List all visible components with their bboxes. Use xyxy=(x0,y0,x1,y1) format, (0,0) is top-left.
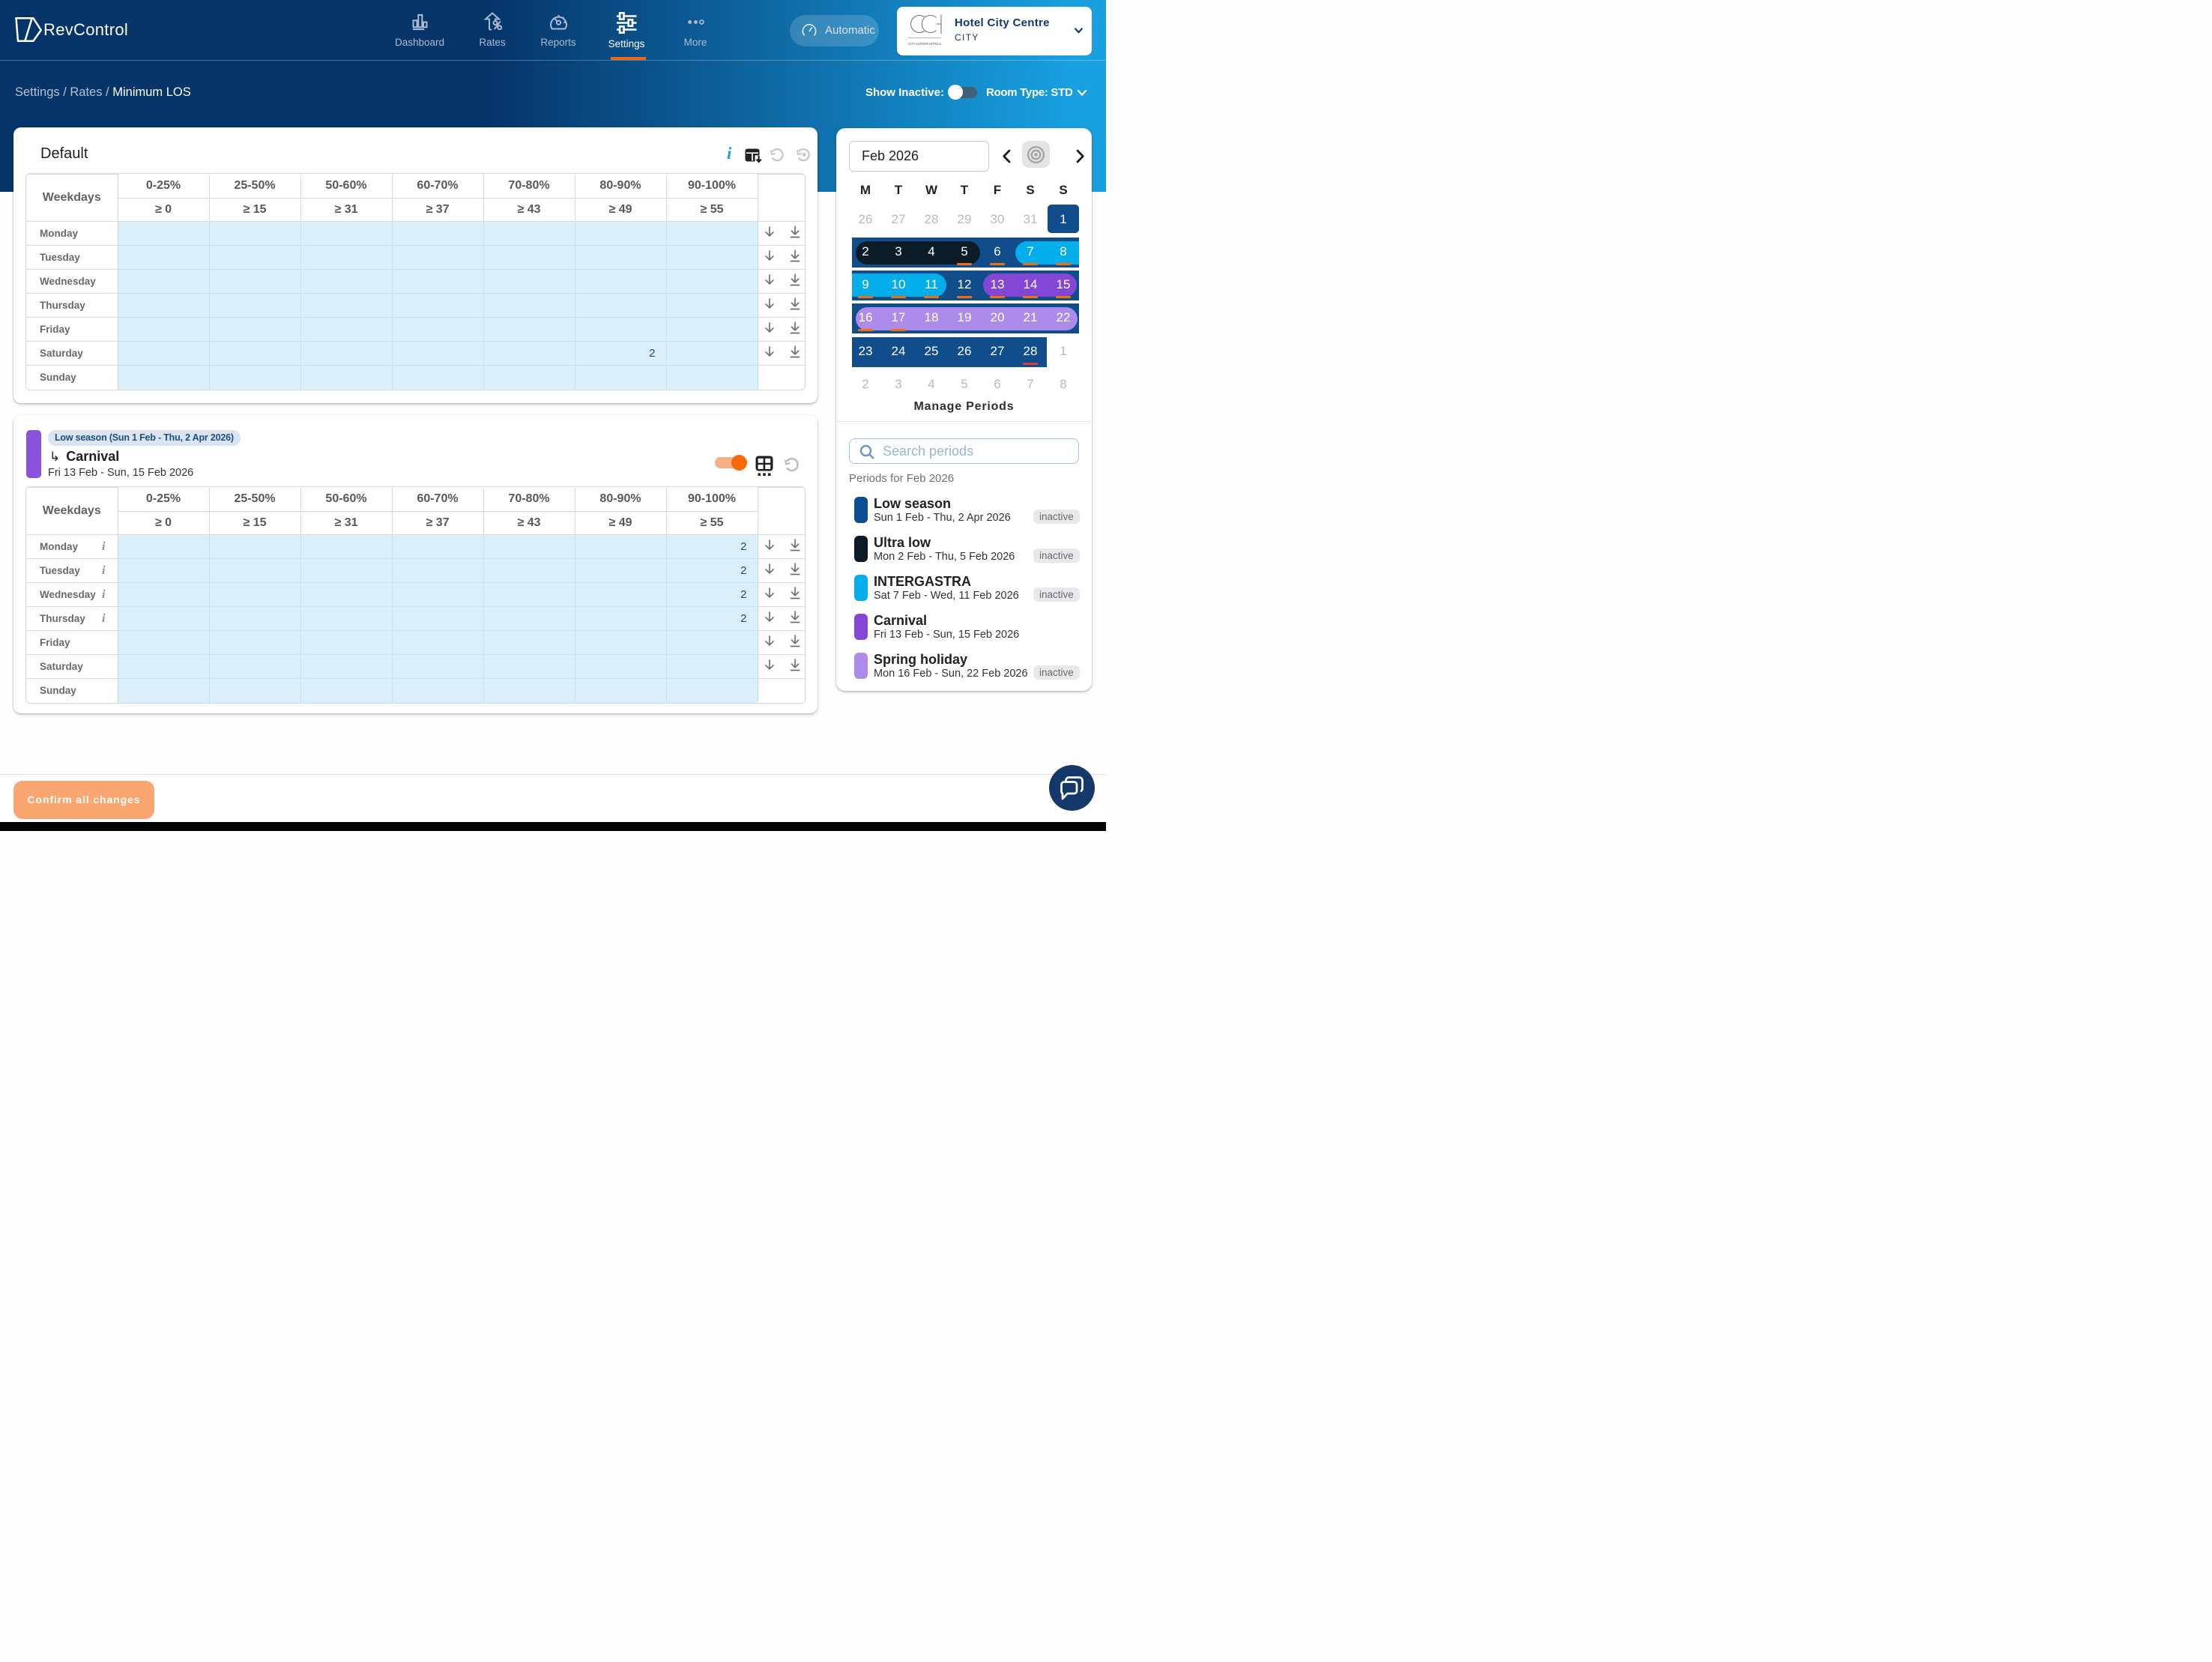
svg-text:CITY CENTER HOTELS: CITY CENTER HOTELS xyxy=(908,42,941,46)
